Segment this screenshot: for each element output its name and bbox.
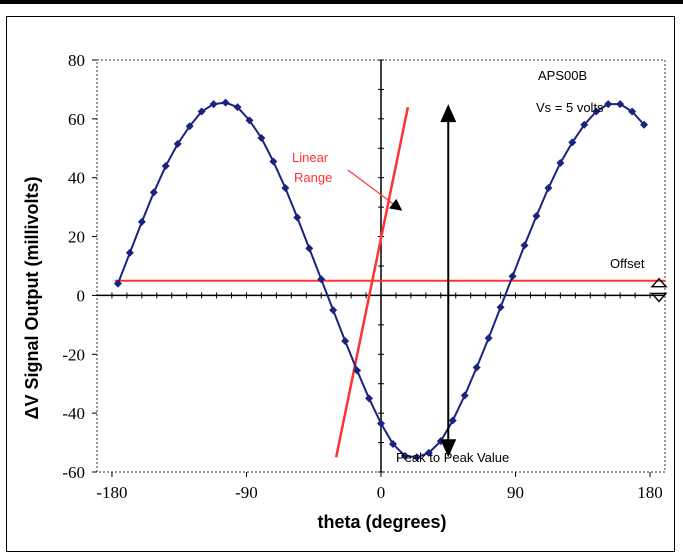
- x-tick-label: 90: [507, 483, 524, 502]
- data-series: [113, 98, 649, 462]
- data-point: [604, 100, 613, 109]
- linear-range-pointer: [347, 169, 403, 211]
- data-point: [113, 279, 122, 288]
- y-tick-label: 0: [77, 286, 86, 305]
- y-tick-label: -40: [62, 404, 85, 423]
- y-tick-label: -60: [62, 463, 85, 482]
- y-ticks: -60 -40 -20 0 20 40 60 80: [62, 51, 97, 482]
- data-point: [161, 161, 170, 170]
- data-point: [221, 98, 230, 107]
- offset-arrow-up: [650, 277, 668, 288]
- annotations: [347, 104, 668, 458]
- linear-range-label-2: Range: [294, 170, 332, 185]
- y-tick-label: 20: [68, 228, 85, 247]
- data-point: [388, 440, 397, 449]
- supply-label: Vs = 5 volts: [536, 100, 604, 115]
- x-tick-label: -180: [96, 483, 127, 502]
- data-point: [185, 122, 194, 131]
- data-point: [341, 337, 350, 346]
- data-point: [496, 303, 505, 312]
- data-point: [640, 120, 649, 129]
- y-axis-title: ΔV Signal Output (millivolts): [22, 177, 42, 420]
- data-point: [424, 448, 433, 457]
- data-point: [353, 366, 362, 375]
- peak-to-peak-label: Peak to Peak Value: [396, 450, 509, 465]
- data-point: [400, 451, 409, 460]
- device-label: APS00B: [538, 68, 587, 83]
- data-point: [281, 184, 290, 193]
- data-point: [592, 107, 601, 116]
- data-point: [305, 244, 314, 253]
- x-tick-label: 180: [637, 483, 663, 502]
- y-tick-label: 60: [68, 110, 85, 129]
- y-tick-label: 40: [68, 169, 85, 188]
- offset-label: Offset: [610, 256, 645, 271]
- data-point: [472, 363, 481, 372]
- data-point: [293, 213, 302, 222]
- data-point: [209, 100, 218, 109]
- data-point: [520, 241, 529, 250]
- data-point: [568, 138, 577, 147]
- x-tick-label: -90: [235, 483, 258, 502]
- data-point: [245, 116, 254, 125]
- data-point: [233, 103, 242, 112]
- x-axis-title: theta (degrees): [317, 512, 446, 532]
- linear-range-line: [334, 106, 410, 458]
- data-point: [377, 419, 385, 428]
- data-point: [484, 334, 493, 343]
- data-point: [628, 107, 637, 116]
- data-point: [508, 272, 517, 281]
- data-point: [544, 184, 553, 193]
- linear-range-label-1: Linear: [292, 150, 329, 165]
- offset-arrow-down: [650, 292, 668, 303]
- reference-lines: [114, 106, 665, 458]
- data-point: [137, 217, 146, 226]
- data-point: [532, 211, 541, 220]
- data-point: [580, 120, 589, 129]
- data-point: [365, 394, 374, 403]
- top-border-line: [0, 0, 683, 4]
- x-tick-label: 0: [377, 483, 386, 502]
- data-point: [329, 306, 338, 315]
- data-point: [257, 133, 266, 142]
- y-tick-label: 80: [68, 51, 85, 70]
- peak-arrow-down-head: [440, 439, 457, 458]
- data-point: [448, 416, 457, 425]
- data-point: [556, 159, 565, 167]
- data-point: [125, 248, 134, 257]
- data-point: [616, 100, 625, 109]
- data-point: [412, 453, 421, 462]
- data-point: [460, 391, 469, 400]
- data-point: [269, 157, 278, 166]
- data-point: [197, 107, 206, 116]
- peak-arrow-up-head: [440, 104, 457, 123]
- data-point: [317, 275, 326, 284]
- y-tick-label: -20: [62, 345, 85, 364]
- data-point: [173, 139, 182, 148]
- data-point: [149, 188, 158, 197]
